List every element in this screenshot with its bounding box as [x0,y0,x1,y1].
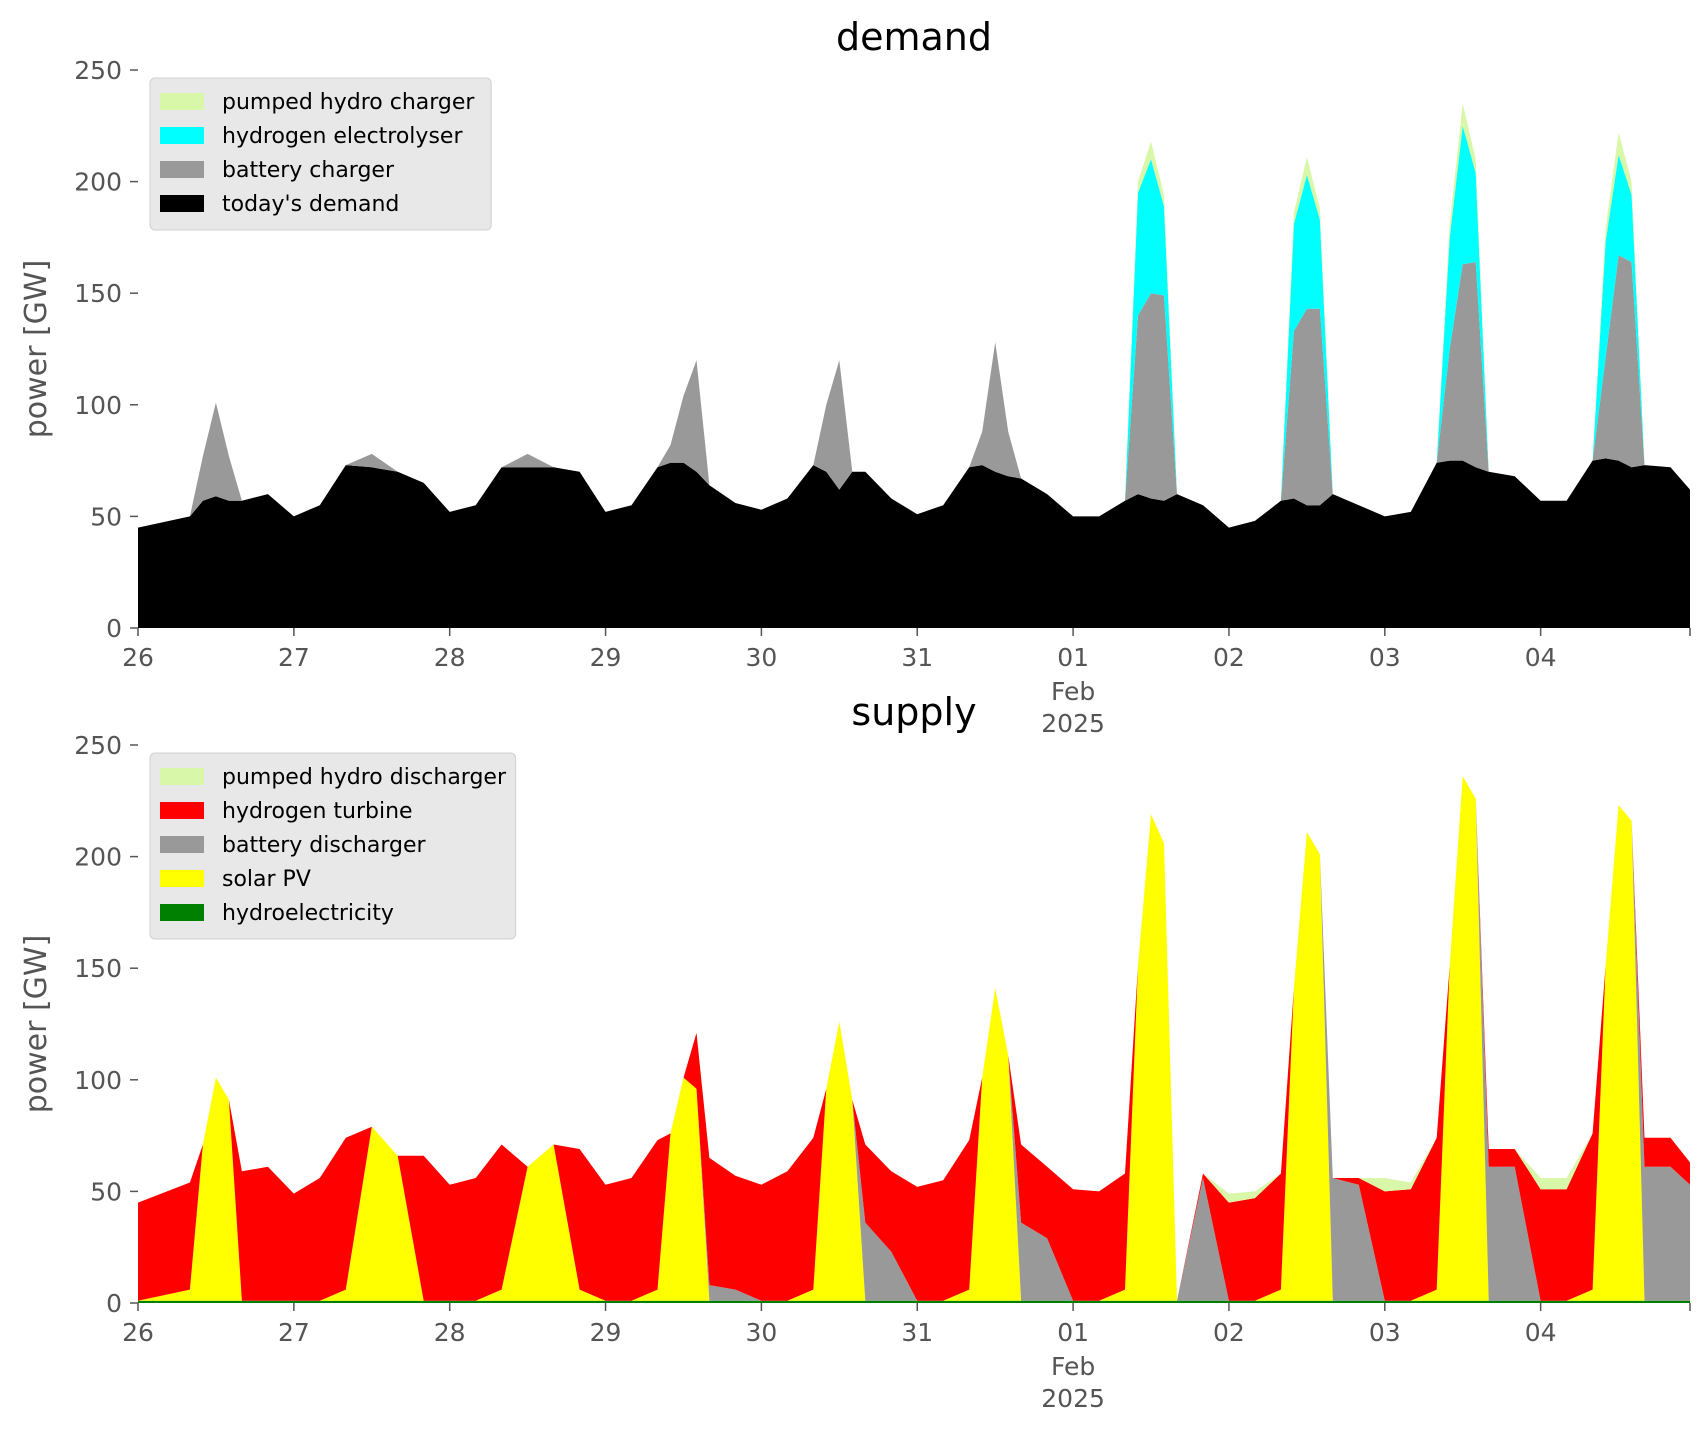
y-tick-label: 200 [74,843,122,872]
y-tick-label: 250 [74,731,122,760]
legend-swatch-hydroelectricity [160,904,204,921]
y-tick-label: 0 [106,614,122,643]
legend-label: hydrogen turbine [222,799,413,824]
x-tick-label: 27 [278,1318,310,1347]
x-tick-label: 26 [122,643,154,672]
y-axis-label: power [GW] [19,935,54,1114]
y-tick-label: 150 [74,279,122,308]
x-tick-label: 31 [901,643,933,672]
legend-label: today's demand [222,192,399,217]
x-tick-label: 31 [901,1318,933,1347]
x-tick-label: 26 [122,1318,154,1347]
legend-swatch-hydrogen-turbine [160,802,204,819]
x-tick-label: 28 [434,1318,466,1347]
x-tick-label: 01 [1057,643,1089,672]
series-area-solar-pv [138,776,1690,1301]
x-tick-label: 04 [1525,1318,1557,1347]
x-tick-label: 29 [590,1318,622,1347]
y-tick-label: 250 [74,56,122,85]
y-tick-label: 0 [106,1289,122,1318]
series-area-today-s-demand [138,458,1690,628]
series-area-hydrogen-electrolyser [138,125,1690,528]
x-tick-label: 03 [1369,1318,1401,1347]
x-tick-label: 04 [1525,643,1557,672]
series-area-hydroelectricity [138,1300,1690,1303]
chart-title: supply [851,690,976,734]
legend-label: pumped hydro charger [222,90,475,115]
y-tick-label: 100 [74,1066,122,1095]
x-tick-sublabel: 2025 [1041,1384,1105,1413]
legend-label: pumped hydro discharger [222,765,507,790]
x-tick-label: 29 [590,643,622,672]
legend-swatch-battery-discharger [160,836,204,853]
legend-swatch-today-s-demand [160,195,204,212]
x-tick-label: 27 [278,643,310,672]
x-tick-label: 01 [1057,1318,1089,1347]
x-tick-label: 02 [1213,643,1245,672]
series-area-hydrogen-turbine [138,776,1690,1301]
x-tick-label: 30 [745,643,777,672]
x-tick-sublabel: Feb [1051,677,1095,706]
y-axis-label: power [GW] [19,260,54,439]
x-tick-label: 30 [745,1318,777,1347]
y-tick-label: 200 [74,168,122,197]
legend-label: battery charger [222,158,395,183]
legend-label: battery discharger [222,833,427,858]
x-tick-sublabel: 2025 [1041,709,1105,738]
y-tick-label: 150 [74,954,122,983]
legend-swatch-hydrogen-electrolyser [160,127,204,144]
series-area-battery-charger [138,255,1690,528]
legend-label: hydrogen electrolyser [222,124,463,149]
legend-swatch-pumped-hydro-charger [160,93,204,110]
y-tick-label: 100 [74,391,122,420]
legend [149,77,492,231]
x-tick-label: 28 [434,643,466,672]
legend-swatch-battery-charger [160,161,204,178]
x-tick-label: 02 [1213,1318,1245,1347]
legend-label: solar PV [222,867,311,892]
x-tick-label: 03 [1369,643,1401,672]
legend [149,752,517,940]
y-tick-label: 50 [90,1177,122,1206]
chart-supply: supply power [GW] 0 50 100 150 200 250 26 27 28 29 3… [19,690,1691,1413]
legend-swatch-pumped-hydro-discharger [160,768,204,785]
chart-title: demand [836,15,992,59]
x-tick-sublabel: Feb [1051,1352,1095,1381]
legend-label: hydroelectricity [222,901,394,926]
chart-demand: demand power [GW] 0 50 100 150 200 250 26 27 28 29 3… [19,15,1691,738]
y-tick-label: 50 [90,502,122,531]
legend-swatch-solar-pv [160,870,204,887]
